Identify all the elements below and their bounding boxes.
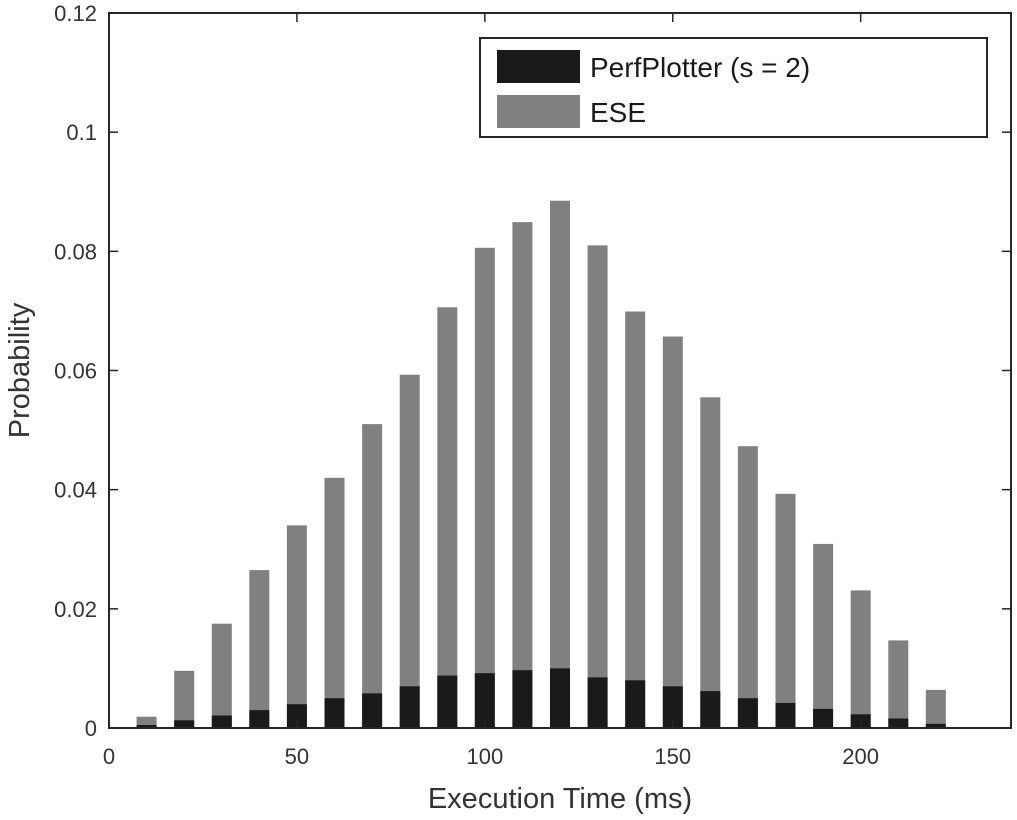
y-tick-label: 0.1 [66,120,97,145]
bar-ese-130 [587,245,608,728]
bar-ese-100 [474,247,495,729]
bar-ese-160 [700,397,721,728]
ticks-group: 0 50 100 150 200 0 0.02 0.04 0.06 0.08 0.1 0.12 [54,1,1011,769]
bar-perfplotter-70 [362,693,383,728]
legend-swatch-ese [497,95,580,128]
bar-perfplotter-80 [399,686,420,728]
bar-perfplotter-30 [211,715,232,728]
bar-perfplotter-100 [474,673,495,728]
y-tick-label: 0.02 [54,597,97,622]
bar-ese-220 [925,689,946,728]
x-tick-label: 0 [103,744,115,769]
y-tick-label: 0.08 [54,239,97,264]
y-tick-label: 0.04 [54,478,97,503]
bar-ese-200 [850,590,871,728]
bar-ese-110 [512,222,533,728]
bar-ese-180 [775,493,796,728]
bar-perfplotter-140 [625,680,646,728]
y-tick-label: 0.06 [54,359,97,384]
bar-perfplotter-170 [737,698,758,728]
bar-ese-80 [399,374,420,728]
bar-perfplotter-180 [775,703,796,728]
bar-ese-150 [662,336,683,728]
bar-ese-90 [437,307,458,728]
bar-ese-210 [888,640,909,728]
y-tick-label: 0.12 [54,1,97,26]
x-tick-label: 150 [654,744,691,769]
bar-ese-70 [362,424,383,728]
legend-label-ese: ESE [590,97,646,128]
bar-ese-60 [324,477,345,729]
bar-perfplotter-130 [587,677,608,728]
x-tick-label: 50 [285,744,309,769]
bar-ese-120 [550,200,570,728]
legend-swatch-perfplotter [497,50,580,83]
bar-perfplotter-20 [174,720,195,728]
bar-perfplotter-110 [512,670,533,728]
bar-ese-20 [174,670,195,728]
bar-ese-190 [813,543,834,728]
bar-perfplotter-150 [662,686,683,728]
bar-perfplotter-50 [286,704,307,728]
bar-ese-40 [249,570,270,728]
bar-perfplotter-90 [437,675,458,728]
bar-perfplotter-190 [813,708,834,728]
y-tick-label: 0 [85,716,97,741]
bar-ese-30 [211,623,232,728]
bar-perfplotter-210 [888,718,909,728]
y-axis-title: Probability [4,302,36,438]
bar-ese-140 [625,311,646,728]
bar-perfplotter-10 [136,725,157,728]
bar-perfplotter-220 [925,723,946,728]
bar-perfplotter-40 [249,710,270,728]
x-tick-label: 200 [842,744,879,769]
bar-ese-10 [136,716,157,728]
x-axis-title: Execution Time (ms) [428,783,692,815]
bar-ese-50 [286,525,307,728]
bars-group [136,200,946,729]
x-tick-label: 100 [466,744,503,769]
bar-perfplotter-120 [550,668,570,728]
bar-ese-170 [737,446,758,728]
legend-label-perfplotter: PerfPlotter (s = 2) [590,52,810,83]
bar-perfplotter-60 [324,698,345,728]
legend: PerfPlotter (s = 2) ESE [479,37,988,138]
bar-perfplotter-160 [700,691,721,728]
